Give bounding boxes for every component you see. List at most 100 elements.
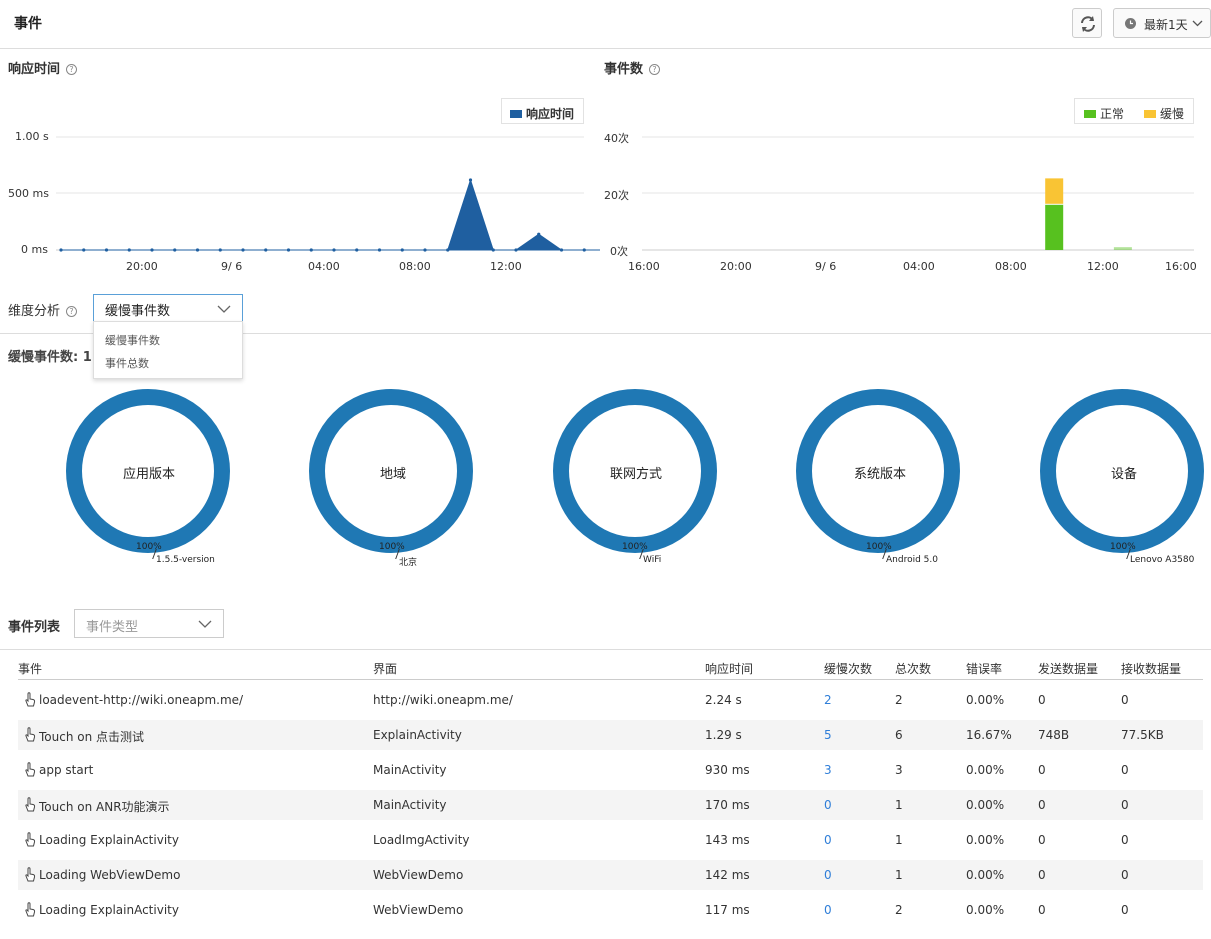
slow-count-link[interactable]: 0 [824,868,832,882]
dimension-summary: 缓慢事件数: 1 [8,350,92,365]
table-cell: 0 [1121,833,1129,847]
clock-icon [1125,18,1136,29]
count-chart-title: 事件数? [604,58,661,77]
dropdown-option[interactable]: 事件总数 [105,357,149,370]
table-row[interactable]: app start MainActivity 930 ms 3 3 0.00% 0 0 [18,755,1203,785]
dropdown-option[interactable]: 缓慢事件数 [105,334,160,347]
donut-ring [66,389,230,553]
data-point [150,248,154,252]
column-header[interactable]: 接收数据量 [1121,662,1182,676]
column-header[interactable]: 响应时间 [705,662,754,676]
dimension-selected: 缓慢事件数 [105,304,171,319]
column-header[interactable]: 错误率 [966,662,1003,676]
data-point [423,248,427,252]
donut-region[interactable] [309,389,474,554]
data-point [355,248,359,252]
bar-normal [1045,204,1064,250]
event-list-title: 事件列表 [8,620,61,635]
data-point [218,248,222,252]
table-row[interactable]: Touch on ANR功能演示 MainActivity 170 ms 0 1 0.00… [18,790,1203,820]
table-cell: LoadImgActivity [373,833,470,847]
data-point [559,248,564,252]
x-tick-label: 04:00 [903,260,935,273]
donut-os-version[interactable] [796,389,961,554]
column-header[interactable]: 事件 [18,662,43,676]
donut-value: Android 5.0 [877,549,938,565]
dimension-select[interactable]: 缓慢事件数 [93,294,243,322]
donut-device[interactable] [1040,389,1205,554]
table-row[interactable]: loadevent-http://wiki.oneapm.me/http://w… [18,685,1203,715]
legend-label: 响应时间 [526,107,575,121]
count-chart-title-text: 事件数 [604,62,644,77]
slow-count-link[interactable]: 0 [824,833,832,847]
help-icon[interactable]: ? [66,64,78,75]
data-point [400,248,404,252]
help-icon[interactable]: ? [649,64,661,75]
x-tick-label: 12:00 [1087,260,1119,273]
donut-title: 系统版本 [853,467,906,482]
donut-ring [796,389,960,553]
slow-count-link[interactable]: 2 [824,693,832,707]
table-row[interactable]: Loading ExplainActivity WebViewDemo 117 ms… [18,895,1203,925]
x-tick-label: 9/ 6 [221,260,243,273]
donut-pct: 100% [622,542,648,552]
data-point [491,248,495,252]
y-tick-label: 500 ms [8,187,49,200]
response-chart-title: 响应时间? [8,58,78,77]
legend-item-normal[interactable]: 正常 [1084,105,1124,122]
bar-slow [1045,178,1064,204]
dimension-dropdown-menu: 缓慢事件数 事件总数 [93,321,243,379]
column-header[interactable]: 发送数据量 [1038,662,1099,676]
slow-count-link[interactable]: 5 [824,728,832,742]
table-cell: 0 [1038,833,1046,847]
column-header[interactable]: 界面 [373,662,398,676]
touch-icon [25,692,36,707]
table-cell: 142 ms [705,868,750,882]
column-header[interactable]: 总次数 [895,662,932,676]
y-tick-label: 40次 [604,132,629,145]
x-tick-label: 08:00 [399,260,431,273]
donut-pct: 100% [1110,542,1136,552]
table-cell: 0.00% [966,868,1005,882]
time-range-dropdown[interactable]: 最新1天 [1113,8,1211,38]
legend-item-slow[interactable]: 缓慢 [1144,105,1184,122]
legend-swatch [1084,110,1096,118]
table-cell: Touch on 点击测试 [39,730,145,744]
table-row[interactable]: Touch on 点击测试 ExplainActivity 1.29 s 5 6 16.6… [18,720,1203,750]
column-header[interactable]: 缓慢次数 [824,662,873,676]
touch-icon [25,867,36,882]
legend-label: 缓慢 [1160,107,1185,121]
table-row[interactable]: Loading ExplainActivity LoadImgActivity 14… [18,825,1203,855]
data-point [582,248,586,252]
response-legend[interactable]: 响应时间 [501,98,584,124]
donut-ring [1040,389,1204,553]
help-icon[interactable]: ? [66,306,78,317]
donut-network[interactable] [553,389,718,554]
table-cell: 143 ms [705,833,750,847]
event-type-filter[interactable]: 事件类型 [74,609,224,638]
table-cell: 0 [1121,798,1129,812]
refresh-icon [1081,16,1095,32]
touch-icon [25,902,36,917]
dimension-label: 维度分析? [8,300,78,319]
donut-app-version[interactable] [66,389,231,554]
table-cell: 0 [1038,903,1046,917]
touch-icon [25,832,36,847]
table-cell: 1 [895,868,903,882]
refresh-button[interactable] [1072,8,1102,38]
data-point [377,248,382,252]
table-cell: http://wiki.oneapm.me/ [373,693,513,707]
divider [0,649,1211,650]
table-cell: 117 ms [705,903,750,917]
legend-swatch [510,110,522,118]
slow-count-link[interactable]: 0 [824,798,832,812]
data-point [537,232,541,236]
table-cell: MainActivity [373,798,447,812]
table-row[interactable]: Loading WebViewDemo WebViewDemo 142 ms 0 1 0.… [18,860,1203,890]
table-cell: 2.24 s [705,693,742,707]
table-cell: Loading ExplainActivity [39,833,179,847]
slow-count-link[interactable]: 0 [824,903,832,917]
table-cell: 0.00% [966,693,1005,707]
count-legend[interactable]: 正常 缓慢 [1074,98,1194,124]
slow-count-link[interactable]: 3 [824,763,832,777]
